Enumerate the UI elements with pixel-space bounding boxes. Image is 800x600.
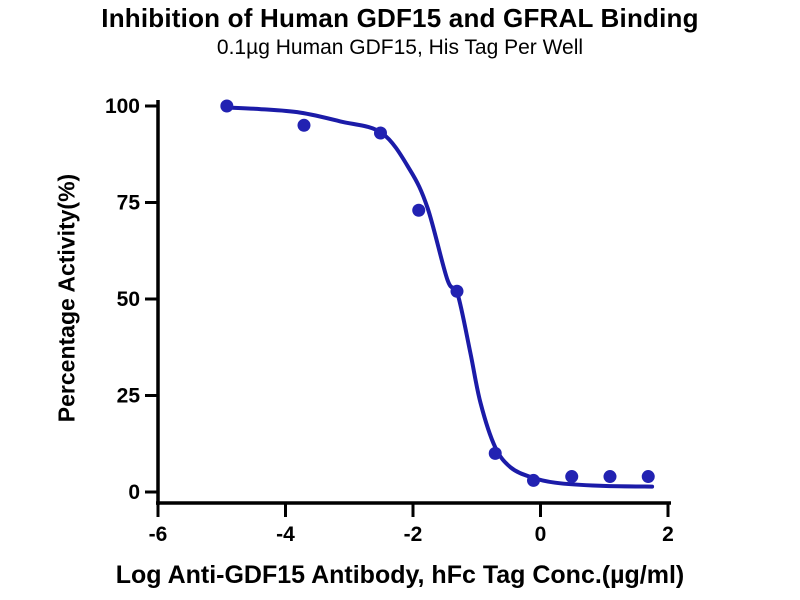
- data-point: [565, 470, 579, 484]
- data-point: [450, 284, 464, 298]
- data-point: [373, 126, 387, 140]
- data-point: [412, 203, 426, 217]
- y-tick-label: 100: [105, 95, 140, 118]
- x-tick-label: 0: [535, 523, 547, 546]
- y-tick-label: 75: [117, 192, 141, 215]
- y-tick-label: 50: [117, 288, 140, 311]
- chart-title: Inhibition of Human GDF15 and GFRAL Bind…: [101, 3, 699, 33]
- chart-subtitle: 0.1µg Human GDF15, His Tag Per Well: [216, 36, 584, 59]
- data-point: [220, 99, 234, 113]
- fit-curve: [224, 105, 655, 489]
- data-point: [641, 470, 655, 484]
- x-tick-label: 2: [662, 523, 674, 546]
- x-tick-label: -2: [404, 523, 423, 546]
- y-tick-label: 0: [128, 481, 140, 504]
- data-point: [297, 118, 311, 132]
- data-point: [488, 446, 502, 460]
- x-tick-label: -6: [149, 523, 168, 546]
- x-axis-title: Log Anti-GDF15 Antibody, hFc Tag Conc.(µ…: [115, 561, 685, 589]
- x-tick-label: -4: [276, 523, 295, 546]
- data-point: [526, 473, 540, 487]
- y-tick-label: 25: [117, 385, 141, 408]
- data-point: [603, 470, 617, 484]
